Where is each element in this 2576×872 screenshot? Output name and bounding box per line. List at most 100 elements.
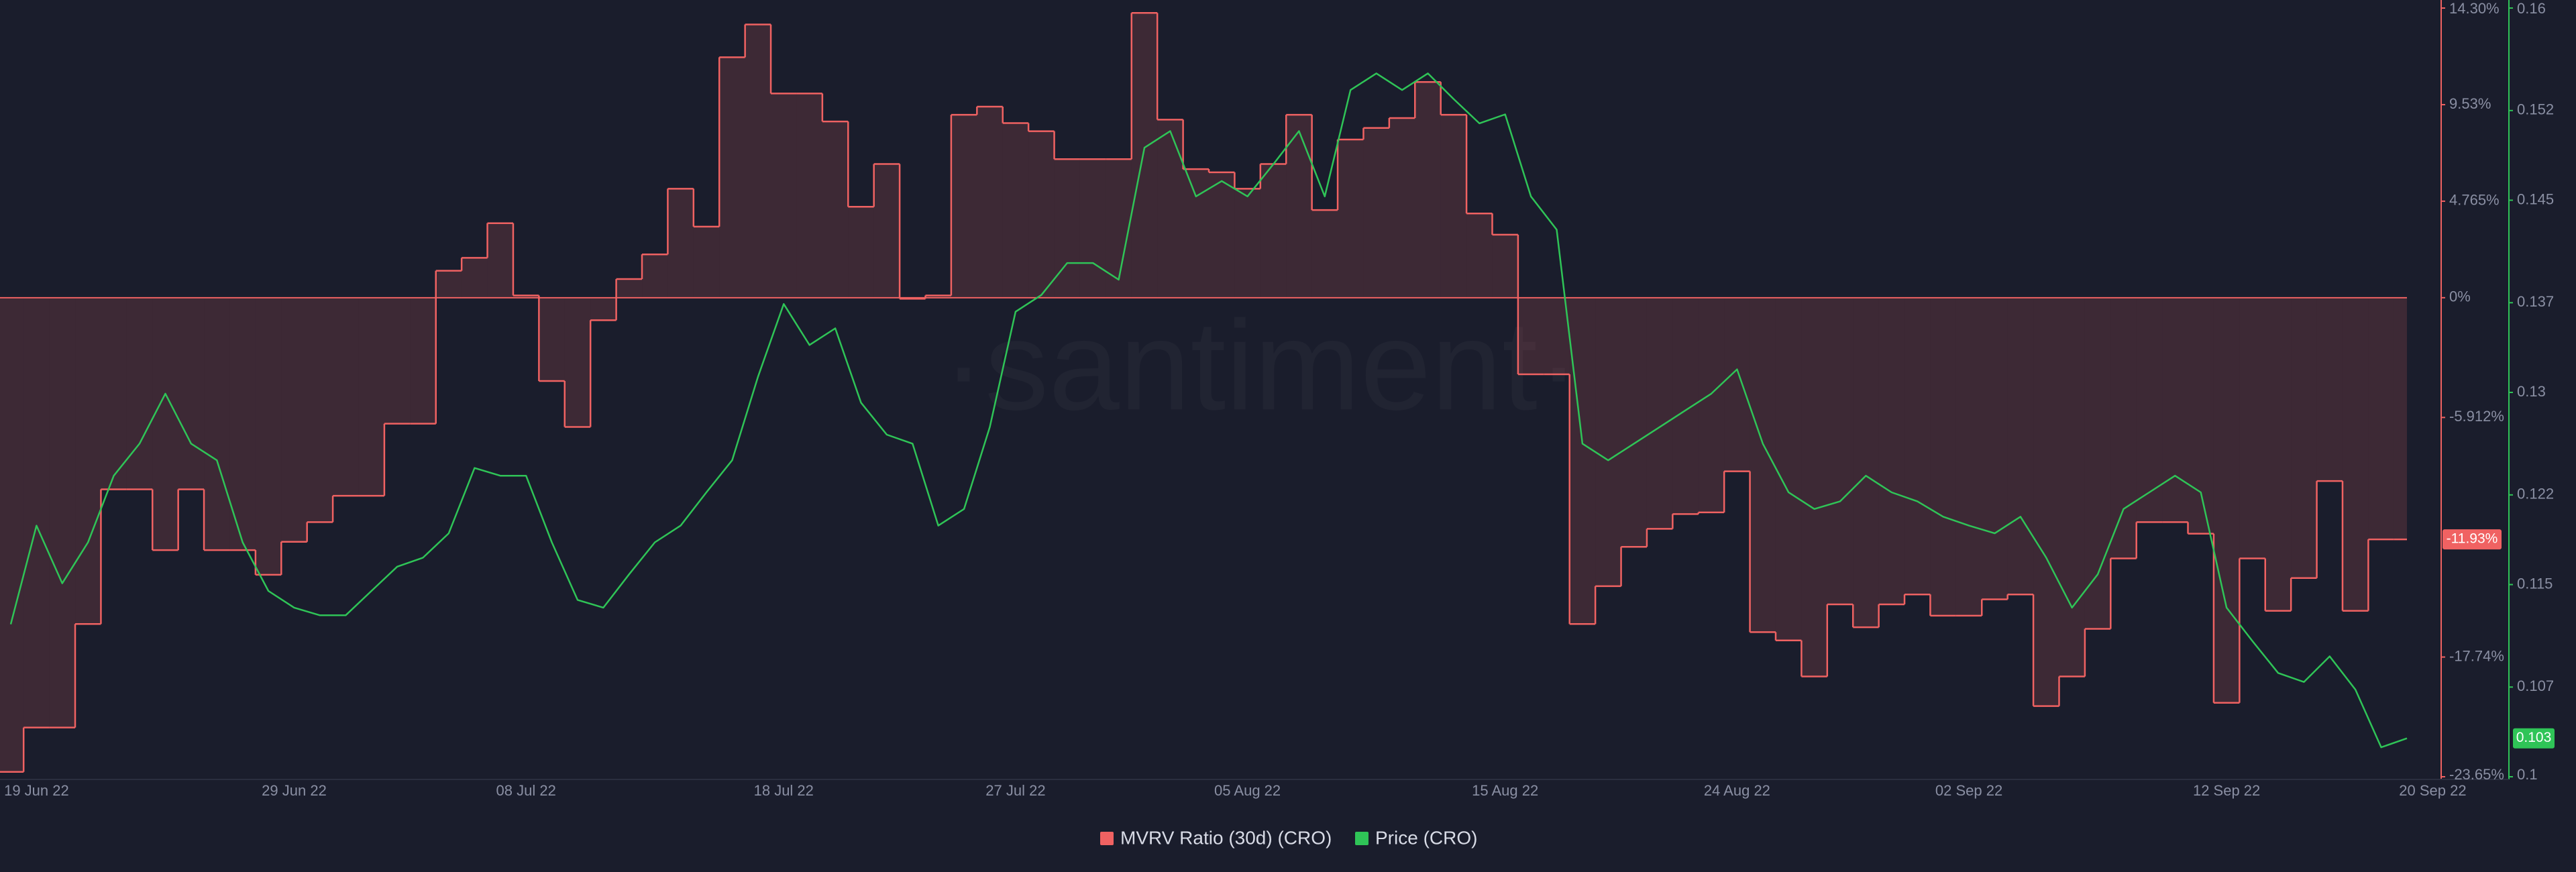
mvrv-area (822, 121, 849, 298)
mvrv-area (333, 297, 359, 496)
mvrv-area (1621, 297, 1647, 547)
mvrv-area (951, 115, 977, 298)
mvrv-area (1853, 297, 1879, 628)
mvrv-area (435, 270, 462, 298)
mvrv-area (1440, 115, 1467, 298)
x-tick-label: 02 Sep 22 (1935, 782, 2002, 799)
mvrv-area (2033, 297, 2059, 706)
mvrv-area (1466, 213, 1493, 298)
mvrv-area (848, 207, 874, 298)
mvrv-area (1930, 297, 1956, 616)
mvrv-area (307, 297, 333, 523)
y2-tick-label: 0.137 (2517, 293, 2554, 310)
y2-tick-label: 0.107 (2517, 677, 2554, 694)
y2-tick-label: 0.13 (2517, 383, 2546, 400)
mvrv-area (1131, 13, 1158, 298)
mvrv-area (2265, 297, 2292, 611)
mvrv-area (1338, 139, 1364, 298)
mvrv-area (101, 297, 127, 490)
mvrv-area (23, 297, 50, 728)
mvrv-area (2368, 297, 2394, 540)
mvrv-area (1955, 297, 1982, 616)
x-tick-label: 27 Jul 22 (985, 782, 1045, 799)
y2-tick-label: 0.16 (2517, 0, 2546, 17)
mvrv-area (1646, 297, 1673, 529)
mvrv-area (796, 93, 822, 298)
mvrv-area (1157, 119, 1183, 298)
mvrv-area (1801, 297, 1827, 677)
mvrv-area (410, 297, 436, 424)
mvrv-area (384, 297, 411, 424)
mvrv-area (2394, 297, 2407, 540)
watermark: ·santiment· (943, 294, 1580, 437)
mvrv-area (49, 297, 76, 728)
mvrv-area (2342, 297, 2369, 611)
y-tick-label: -23.65% (2449, 766, 2504, 783)
mvrv-area (462, 258, 488, 298)
x-tick-label: 05 Aug 22 (1214, 782, 1281, 799)
mvrv-area (925, 295, 951, 298)
legend-label: MVRV Ratio (30d) (CRO) (1120, 827, 1332, 848)
mvrv-area (1904, 297, 1931, 595)
price-badge (2513, 728, 2555, 749)
mvrv-area (2007, 297, 2034, 595)
mvrv-area (616, 279, 643, 298)
mvrv-area (564, 297, 591, 427)
x-tick-label: 08 Jul 22 (496, 782, 556, 799)
y2-tick-label: 0.115 (2517, 575, 2553, 592)
mvrv-area (1260, 164, 1287, 298)
legend-label: Price (CRO) (1375, 827, 1477, 848)
mvrv-area (2084, 297, 2111, 629)
y-tick-label: 4.765% (2449, 192, 2500, 209)
mvrv-area (642, 254, 668, 298)
mvrv-area (1183, 169, 1209, 298)
mvrv-area (1209, 172, 1235, 298)
mvrv-area (487, 223, 513, 298)
mvrv-area (2188, 297, 2214, 534)
x-tick-label: 20 Sep 22 (2399, 782, 2466, 799)
mvrv-area (75, 297, 101, 624)
mvrv-area (1544, 297, 1570, 374)
mvrv-area (719, 57, 745, 298)
mvrv-area (2316, 297, 2343, 482)
mvrv-area (1595, 297, 1621, 586)
y-tick-label: 9.53% (2449, 95, 2491, 112)
mvrv-area (281, 297, 307, 542)
mvrv-area (1569, 297, 1596, 624)
mvrv-area (358, 297, 384, 496)
mvrv-area (2162, 297, 2188, 523)
mvrv-area (1234, 188, 1260, 298)
mvrv-area (152, 297, 178, 551)
mvrv-area (1878, 297, 1905, 605)
mvrv-area (745, 24, 771, 298)
mvrv-area (1389, 117, 1415, 298)
mvrv-area (771, 93, 797, 298)
mvrv-area (126, 297, 153, 490)
mvrv-area (178, 297, 205, 490)
x-tick-label: 29 Jun 22 (262, 782, 327, 799)
x-tick-label: 18 Jul 22 (754, 782, 814, 799)
price-line (9, 72, 2408, 749)
mvrv-area (513, 295, 539, 298)
mvrv-area (0, 297, 24, 772)
mvrv-area (1079, 159, 1106, 298)
mvrv-area (1054, 159, 1080, 298)
mvrv-area (2239, 297, 2265, 559)
mvrv-area (1724, 297, 1750, 472)
mvrv-area (667, 188, 694, 298)
mvrv-area (2059, 297, 2085, 677)
mvrv-area (1982, 297, 2008, 600)
mvrv-area (539, 297, 565, 381)
y-tick-label: 14.30% (2449, 0, 2500, 17)
mvrv-area (590, 297, 616, 321)
mvrv-area (1311, 210, 1338, 298)
legend-swatch (1355, 832, 1368, 845)
mvrv-area (693, 226, 720, 298)
mvrv-area (204, 297, 230, 551)
y2-tick-label: 0.152 (2517, 101, 2554, 118)
x-tick-label: 24 Aug 22 (1704, 782, 1770, 799)
mvrv-area (229, 297, 256, 551)
x-tick-label: 19 Jun 22 (4, 782, 69, 799)
legend-swatch (1100, 832, 1114, 845)
